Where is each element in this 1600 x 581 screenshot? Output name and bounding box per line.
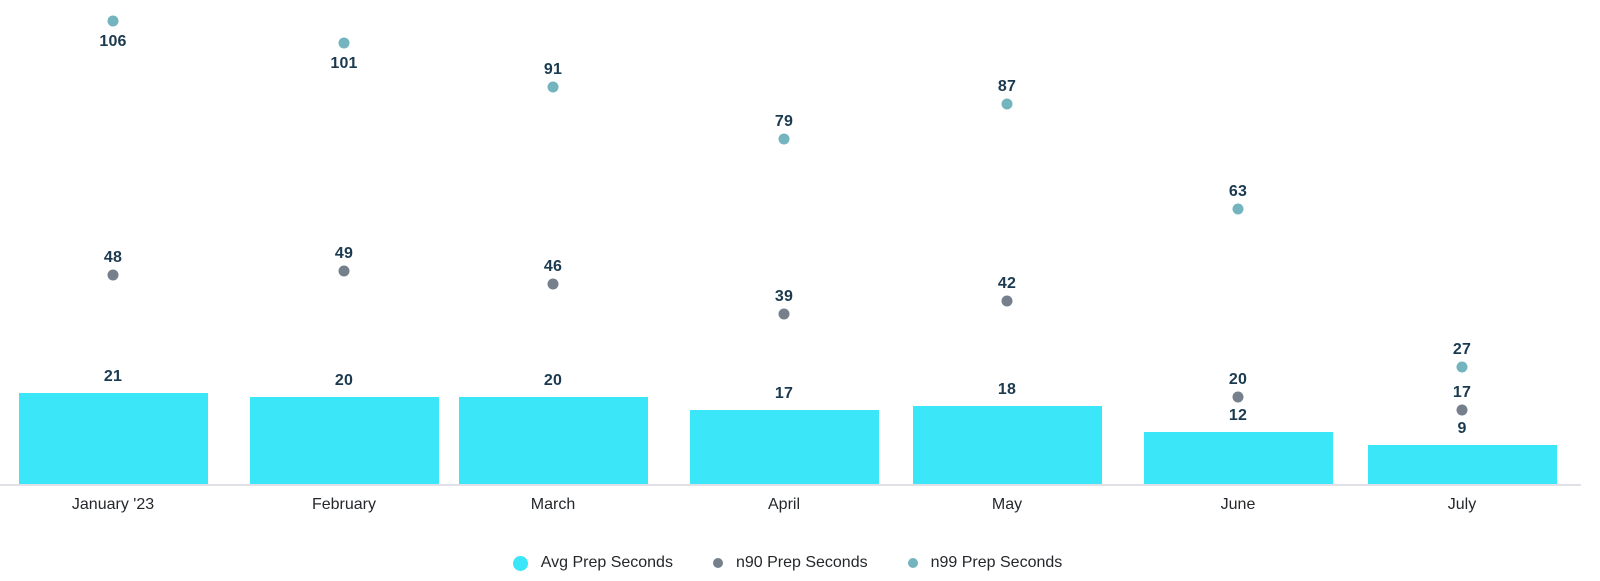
legend-label: n90 Prep Seconds xyxy=(735,554,868,571)
x-axis-label-july: July xyxy=(1447,496,1477,513)
bar-value-label: 20 xyxy=(543,372,563,390)
x-axis-label-may: May xyxy=(991,496,1023,513)
n90-dot-june[interactable] xyxy=(1232,391,1244,403)
n90-dot-february[interactable] xyxy=(338,265,350,277)
n99-dot-january-23[interactable] xyxy=(107,15,119,27)
bar-value-label: 17 xyxy=(774,385,794,403)
bar-value-label: 12 xyxy=(1228,407,1248,425)
n90-dot-may[interactable] xyxy=(1001,295,1013,307)
point-value-label: 27 xyxy=(1452,340,1472,358)
point-value-label: 42 xyxy=(997,275,1017,293)
point-value-label: 101 xyxy=(330,55,358,73)
n99-dot-may[interactable] xyxy=(1001,98,1013,110)
x-axis-label-april: April xyxy=(767,496,801,513)
point-value-label: 46 xyxy=(543,257,563,275)
n99-dot-july[interactable] xyxy=(1456,361,1468,373)
point-value-label: 17 xyxy=(1452,384,1472,402)
x-axis-label-february: February xyxy=(311,496,377,513)
n90-dot-march[interactable] xyxy=(547,278,559,290)
bar-june[interactable] xyxy=(1143,432,1333,484)
legend-marker-n99-prep-seconds-icon xyxy=(907,558,918,568)
n99-dot-february[interactable] xyxy=(338,37,350,49)
legend-item-avg-prep-seconds[interactable]: Avg Prep Seconds xyxy=(512,554,673,572)
bar-april[interactable] xyxy=(689,410,879,484)
bar-value-label: 18 xyxy=(997,381,1017,399)
point-value-label: 106 xyxy=(99,33,127,51)
n90-dot-july[interactable] xyxy=(1456,404,1468,416)
legend-marker-avg-prep-seconds-icon xyxy=(512,555,528,571)
x-axis-label-january-23: January '23 xyxy=(71,496,155,513)
bar-january-23[interactable] xyxy=(18,392,208,484)
point-value-label: 63 xyxy=(1228,183,1248,201)
bar-value-label: 21 xyxy=(103,367,123,385)
n90-dot-january-23[interactable] xyxy=(107,269,119,281)
point-value-label: 91 xyxy=(543,60,563,78)
bar-july[interactable] xyxy=(1367,445,1557,484)
bar-value-label: 20 xyxy=(334,372,354,390)
point-value-label: 79 xyxy=(774,113,794,131)
x-axis-label-june: June xyxy=(1220,496,1256,513)
legend-item-n90-prep-seconds[interactable]: n90 Prep Seconds xyxy=(712,554,868,572)
legend-marker-n90-prep-seconds-icon xyxy=(712,558,723,568)
legend-label: n99 Prep Seconds xyxy=(930,554,1063,571)
point-value-label: 48 xyxy=(103,248,123,266)
n99-dot-march[interactable] xyxy=(547,81,559,93)
chart-legend: Avg Prep Seconds n90 Prep Seconds n99 Prep… xyxy=(0,552,1575,574)
legend-item-n99-prep-seconds[interactable]: n99 Prep Seconds xyxy=(907,554,1063,572)
n90-dot-april[interactable] xyxy=(778,308,790,320)
bar-may[interactable] xyxy=(912,406,1102,484)
point-value-label: 87 xyxy=(997,78,1017,96)
legend-label: Avg Prep Seconds xyxy=(540,554,673,571)
bar-february[interactable] xyxy=(249,397,439,484)
bar-value-label: 9 xyxy=(1457,420,1467,438)
x-axis-label-march: March xyxy=(530,496,576,513)
x-axis-line xyxy=(0,484,1581,486)
point-value-label: 20 xyxy=(1228,371,1248,389)
point-value-label: 39 xyxy=(774,288,794,306)
n99-dot-june[interactable] xyxy=(1232,203,1244,215)
bar-march[interactable] xyxy=(458,397,648,484)
n99-dot-april[interactable] xyxy=(778,133,790,145)
point-value-label: 49 xyxy=(334,244,354,262)
